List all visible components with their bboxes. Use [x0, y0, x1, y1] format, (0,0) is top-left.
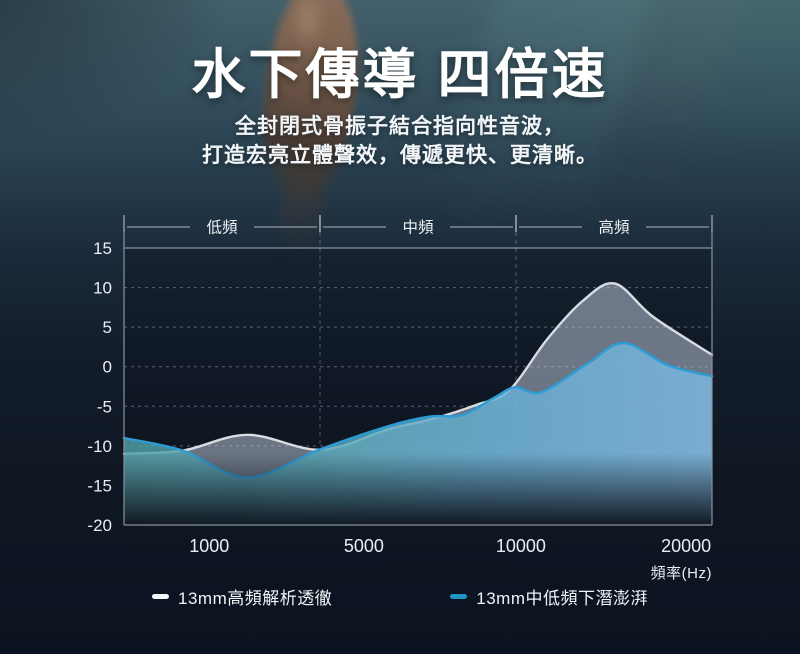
x-tick-label: 10000: [496, 536, 546, 556]
page-title: 水下傳導 四倍速: [191, 45, 609, 105]
region-label: 低頻: [206, 219, 237, 237]
chart-legend: 13mm高頻解析透徹 13mm中低頻下潛澎湃: [0, 584, 800, 609]
region-label: 中頻: [402, 219, 433, 237]
white-series-line: [122, 282, 714, 455]
legend-label-mid-low-freq: 13mm中低頻下潛澎湃: [476, 589, 648, 608]
page-subtitle: 全封閉式骨振子結合指向性音波， 打造宏亮立體聲效，傳遞更快、更清晰。: [0, 112, 800, 170]
x-tick-label: 20000: [661, 536, 711, 556]
y-tick-label: 10: [93, 279, 112, 298]
y-tick-label: -5: [97, 397, 112, 416]
region-label: 高頻: [599, 219, 630, 237]
x-axis-title: 頻率(Hz): [650, 565, 712, 582]
subtitle-line-2: 打造宏亮立體聲效，傳遞更快、更清晰。: [202, 144, 598, 167]
bottom-fade: [124, 453, 712, 525]
blue-series-swatch: [450, 594, 468, 599]
frequency-response-chart: 15 10 5 0 -5 -10 -15 -20 低頻 中頻 高頻 1000 5000 10000 2000…: [87, 215, 714, 556]
y-tick-label: 5: [103, 318, 112, 337]
legend-item-high-freq: 13mm高頻解析透徹: [152, 584, 332, 609]
y-tick-label: 0: [103, 358, 112, 377]
white-series-swatch: [152, 594, 170, 599]
legend-item-mid-low-freq: 13mm中低頻下潛澎湃: [450, 584, 648, 609]
x-tick-label: 5000: [344, 536, 384, 556]
y-tick-label: 15: [93, 239, 112, 258]
subtitle-line-1: 全封閉式骨振子結合指向性音波，: [235, 115, 565, 138]
x-tick-label: 1000: [189, 536, 229, 556]
y-tick-label: -10: [87, 437, 112, 456]
y-tick-label: -15: [87, 476, 112, 495]
legend-label-high-freq: 13mm高頻解析透徹: [178, 589, 333, 608]
y-tick-label: -20: [87, 516, 112, 535]
